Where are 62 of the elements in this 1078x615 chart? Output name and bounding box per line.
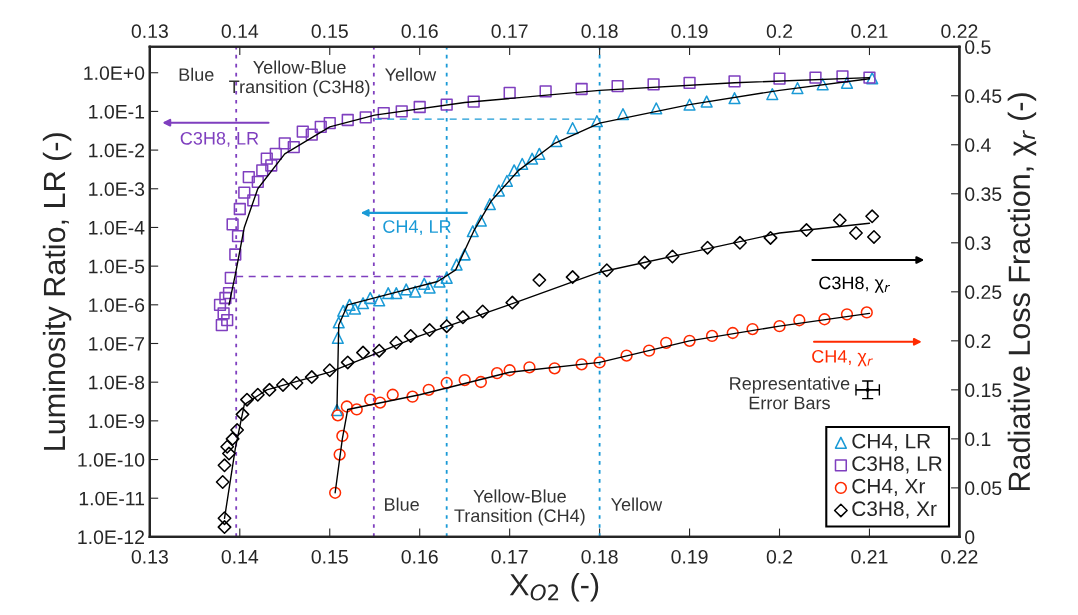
x2-tick-label: 0.18 [581,549,618,564]
x2-tick-label: 0.15 [311,549,348,564]
y-tick-label: 1.0E-1 [89,104,145,119]
annotation: CH4, χ$_{r}$ [812,349,873,367]
x-tick-label: 0.2 [766,24,793,39]
annotation: Yellow-Blue Transition (C3H8) [229,60,370,97]
y-tick-label: 1.0E-9 [89,414,145,429]
x2-tick-label: 0.14 [221,549,259,564]
y-tick-label: 1.0E-10 [78,453,145,467]
annotation: Representative Error Bars [730,376,850,410]
legend-label: CH4, LR [852,433,931,451]
y-tick-label: 1.0E-11 [79,491,145,506]
x2-tick-label: 0.21 [851,549,888,564]
x-tick-label: 0.14 [221,24,259,39]
y-tick-label: 1.0E-8 [89,375,145,390]
y-tick-label: 1.0E-4 [89,220,145,235]
y-axis-title: Luminosity Ratio, LR (-) [42,133,72,450]
annotation: Blue [179,67,214,81]
x-tick-label: 0.13 [131,24,168,39]
y2-tick-label: 0.35 [965,187,1002,202]
y2-tick-label: 0.2 [965,334,991,349]
annotation: C3H8, χ$_{r}$ [819,276,891,293]
annotation: CH4, LR [383,220,451,236]
y2-tick-label: 0.25 [965,285,1002,300]
annotation: Yellow [385,67,437,81]
y2-tick-label: 0.3 [965,236,991,251]
annotation: Yellow [611,497,663,511]
y2-tick-label: 0.5 [965,40,991,54]
y2-tick-label: 0.4 [965,138,991,153]
x-tick-label: 0.18 [581,24,618,39]
annotation: C3H8, LR [180,131,259,147]
x2-tick-label: 0.2 [766,549,793,564]
legend-label: C3H8, LR [852,456,942,474]
legend-label: CH4, Xr [852,478,926,497]
x-tick-label: 0.22 [941,24,978,39]
annotation: Blue [385,497,419,511]
annotation: Yellow-Blue Transition (CH4) [454,489,585,526]
x-tick-label: 0.15 [311,24,348,39]
x2-tick-label: 0.22 [941,549,978,564]
y-tick-label: 1.0E-2 [89,143,145,158]
x-tick-label: 0.16 [401,24,438,39]
y-tick-label: 1.0E-7 [89,336,145,351]
y-tick-label: 1.0E-3 [89,182,145,197]
y2-tick-label: 0.1 [965,432,991,447]
x2-tick-label: 0.16 [401,549,438,564]
y2-tick-label: 0.15 [965,383,1002,398]
y2-tick-label: 0 [965,530,975,545]
x-tick-label: 0.19 [671,24,708,39]
y-tick-label: 1.0E-12 [78,530,145,545]
y2-tick-label: 0.05 [965,481,1002,496]
x-tick-label: 0.21 [851,24,888,39]
y-tick-label: 1.0E+0 [84,66,145,80]
x-axis-title: X$_{O2}$ (-) [509,573,599,602]
y-tick-label: 1.0E-6 [89,298,145,313]
y2-axis-title: Radiative Loss Fraction, χ$_{r}$ (-) [1007,93,1037,491]
x-tick-label: 0.17 [491,24,528,39]
x2-tick-label: 0.17 [491,549,528,564]
legend-label: C3H8, Xr [852,501,937,519]
x2-tick-label: 0.13 [131,549,168,564]
x2-tick-label: 0.19 [671,549,708,564]
y2-tick-label: 0.45 [965,89,1002,103]
y-tick-label: 1.0E-5 [89,259,145,274]
